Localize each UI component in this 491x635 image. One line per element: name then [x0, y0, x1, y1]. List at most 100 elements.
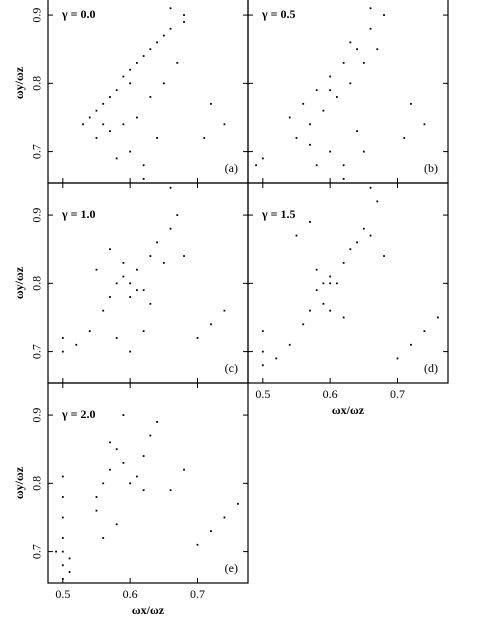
point	[88, 330, 91, 333]
panel-label: (e)	[225, 561, 238, 575]
annotation: γ = 1.0	[61, 207, 95, 221]
point	[423, 123, 426, 126]
point	[315, 268, 318, 271]
point	[176, 61, 179, 64]
point	[162, 261, 165, 264]
point	[109, 468, 111, 471]
point	[95, 509, 98, 512]
point	[335, 96, 338, 98]
point	[410, 343, 412, 346]
point	[342, 61, 345, 64]
point	[142, 164, 145, 167]
point	[210, 530, 212, 533]
point	[356, 48, 358, 51]
point	[169, 227, 172, 230]
point	[135, 475, 138, 478]
point	[142, 455, 145, 457]
point	[362, 61, 365, 64]
point	[95, 496, 98, 498]
point	[255, 164, 257, 167]
point	[102, 102, 105, 105]
point	[109, 248, 111, 251]
point	[149, 302, 152, 305]
point	[156, 421, 158, 423]
point	[329, 89, 332, 92]
point	[196, 337, 199, 339]
point	[156, 41, 158, 44]
point	[309, 143, 311, 146]
point	[149, 96, 152, 98]
panel	[261, 186, 439, 367]
y-tick-label: 0.8	[30, 276, 44, 291]
point	[95, 268, 98, 271]
point	[115, 337, 118, 339]
point	[109, 130, 111, 133]
point	[183, 14, 185, 16]
point	[183, 468, 185, 471]
point	[342, 178, 345, 180]
y-tick-label: 0.9	[30, 408, 44, 423]
x-tick-label: 0.6	[123, 587, 138, 601]
point	[183, 255, 185, 257]
panel-label: (c)	[225, 361, 238, 375]
point	[142, 489, 145, 492]
annotation: γ = 1.5	[261, 207, 295, 221]
point	[122, 461, 125, 464]
point	[302, 323, 305, 326]
point	[109, 441, 111, 444]
point	[369, 234, 372, 237]
point	[82, 123, 84, 126]
x-axis-label: ωx/ωz	[132, 603, 165, 617]
point	[109, 296, 111, 298]
point	[322, 302, 325, 305]
y-tick-label: 0.8	[30, 476, 44, 491]
point	[376, 200, 379, 203]
point	[115, 89, 118, 92]
point	[122, 275, 125, 278]
point	[142, 178, 145, 180]
point	[135, 289, 138, 292]
point	[295, 234, 298, 237]
point	[315, 164, 318, 167]
point	[223, 123, 226, 126]
point	[315, 289, 318, 292]
point	[349, 248, 352, 251]
point	[362, 227, 365, 230]
x-tick-label: 0.5	[55, 587, 70, 601]
panel-label: (a)	[225, 161, 238, 175]
point	[309, 123, 311, 126]
point	[169, 7, 172, 10]
point	[95, 109, 98, 112]
annotation: γ = 0.0	[61, 7, 95, 21]
point	[109, 96, 111, 98]
point	[329, 275, 332, 278]
panel	[82, 7, 226, 180]
point	[169, 27, 172, 30]
point	[156, 137, 158, 139]
point	[61, 350, 64, 353]
point	[383, 14, 385, 16]
point	[223, 516, 226, 519]
point	[61, 550, 64, 553]
point	[302, 102, 305, 105]
point	[135, 61, 138, 64]
point	[315, 89, 318, 92]
point	[129, 296, 132, 298]
point	[75, 343, 78, 346]
y-tick-label: 0.7	[30, 344, 44, 359]
point	[261, 364, 264, 367]
point	[61, 496, 64, 498]
point	[349, 41, 352, 44]
point	[61, 337, 64, 339]
point	[369, 27, 372, 30]
panel-frame	[247, 0, 449, 184]
y-axis-label: ωy/ωz	[12, 266, 26, 299]
point	[329, 309, 332, 312]
point	[156, 241, 158, 244]
point	[349, 82, 352, 85]
point	[329, 75, 332, 78]
point	[342, 164, 345, 167]
point	[115, 523, 118, 526]
point	[196, 543, 199, 546]
point	[129, 150, 132, 153]
